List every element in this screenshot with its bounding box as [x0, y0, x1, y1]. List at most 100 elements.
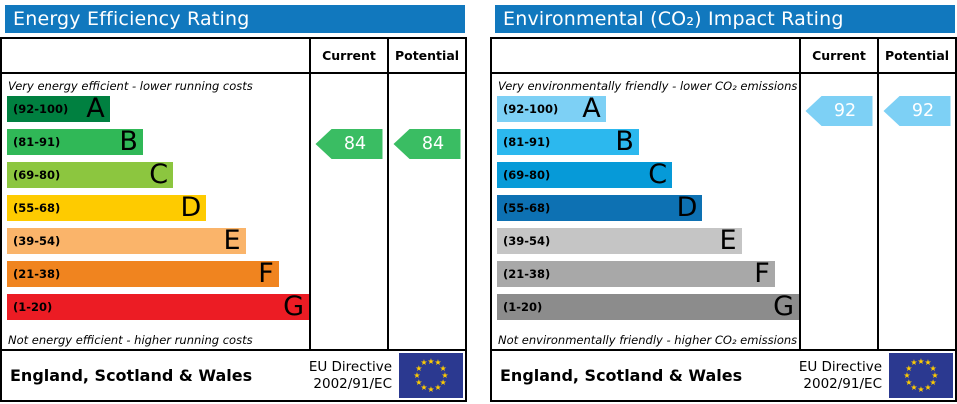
table-body: Very energy efficient - lower running co… [2, 74, 465, 349]
band-range-label: (21-38) [503, 266, 551, 281]
band-range-label: (69-80) [503, 167, 551, 182]
band-row-f: (21-38) F [7, 257, 309, 294]
band-bar-f: (21-38) F [497, 257, 775, 289]
band-range-label: (1-20) [13, 299, 53, 314]
current-column-header: Current [799, 39, 877, 72]
band-letter: E [719, 224, 737, 256]
band-bar-g: (1-20) G [7, 290, 309, 322]
eu-flag-star: ★ [415, 363, 423, 373]
band-bar-b: (81-91) B [497, 125, 639, 157]
eu-flag-star: ★ [910, 382, 918, 392]
eu-flag-star: ★ [434, 382, 442, 392]
eu-flag-star: ★ [413, 370, 421, 380]
band-bar-e: (39-54) E [7, 227, 246, 254]
energy-rating-table: Current Potential Very energy efficient … [0, 37, 467, 402]
eu-flag-star: ★ [441, 370, 449, 380]
eu-flag-star: ★ [924, 382, 932, 392]
band-row-b: (81-91) B [7, 128, 309, 162]
band-bar-f: (21-38) F [7, 257, 279, 289]
band-bar-c: (69-80) C [7, 158, 174, 190]
band-row-a: (92-100) A [497, 92, 799, 129]
eu-flag-star: ★ [924, 358, 932, 368]
band-range-label: (55-68) [503, 200, 551, 215]
eu-flag-star: ★ [420, 358, 428, 368]
eu-flag-star: ★ [929, 377, 937, 387]
band-letter: D [676, 191, 698, 223]
band-bar-d: (55-68) D [7, 191, 207, 223]
eu-flag-star: ★ [439, 363, 447, 373]
band-letter: F [258, 257, 274, 289]
environmental-panel-header: Environmental (CO₂) Impact Rating [495, 5, 955, 33]
band-range-label: (69-80) [13, 167, 61, 182]
band-bar-c: (69-80) C [497, 158, 673, 190]
current-rating-arrow: 84 [315, 129, 383, 159]
eu-flag-star: ★ [415, 377, 423, 387]
band-row-f: (21-38) F [497, 257, 799, 294]
eu-flag-star: ★ [905, 377, 913, 387]
table-body: Very environmentally friendly - lower CO… [492, 74, 955, 349]
eu-flag-star: ★ [929, 363, 937, 373]
band-range-label: (81-91) [13, 134, 61, 149]
eu-directive-label: EU Directive 2002/91/EC [308, 359, 392, 392]
bands-header-cell [492, 39, 799, 72]
bottom-caption: Not energy efficient - higher running co… [8, 332, 253, 347]
band-letter: C [648, 158, 668, 190]
potential-column-header: Potential [877, 39, 955, 72]
region-label: England, Scotland & Wales [10, 366, 253, 385]
band-range-label: (39-54) [13, 233, 61, 248]
band-letter: A [582, 92, 601, 124]
band-letter: C [149, 158, 169, 190]
band-letter: A [86, 92, 105, 124]
band-letter: F [754, 257, 770, 289]
band-range-label: (21-38) [13, 266, 61, 281]
band-bar-d: (55-68) D [497, 191, 703, 223]
table-header-row: Current Potential [2, 39, 465, 74]
energy-panel-title: Energy Efficiency Rating [13, 8, 250, 30]
eu-flag-icon: ★ ★ ★ ★ ★ ★ ★ ★ ★ ★ ★ ★ [399, 353, 463, 398]
band-letter: G [773, 290, 794, 322]
band-bar-b: (81-91) B [7, 128, 143, 155]
potential-column: 84 [387, 74, 465, 349]
band-letter: D [180, 191, 202, 223]
band-row-e: (39-54) E [497, 224, 799, 261]
eu-flag-star: ★ [434, 358, 442, 368]
environmental-rating-table: Current Potential Very environmentally f… [490, 37, 957, 402]
potential-rating-arrow: 84 [393, 129, 461, 159]
band-row-a: (92-100) A [7, 92, 309, 129]
current-column: 84 [309, 74, 387, 349]
top-caption: Very environmentally friendly - lower CO… [498, 79, 798, 93]
band-bar-a: (92-100) A [7, 92, 110, 124]
eu-flag-star: ★ [917, 356, 925, 366]
band-range-label: (1-20) [503, 299, 543, 314]
region-label: England, Scotland & Wales [500, 366, 743, 385]
band-range-label: (92-100) [503, 101, 559, 116]
band-bar-g: (1-20) G [497, 290, 799, 322]
eu-flag-star: ★ [931, 370, 939, 380]
potential-rating-arrow: 92 [883, 96, 951, 126]
band-bar-a: (92-100) A [497, 92, 606, 124]
band-row-d: (55-68) D [7, 191, 309, 228]
band-row-g: (1-20) G [7, 290, 309, 327]
rating-bands: (92-100) A (81-91) B (69-80) C (55-68) D (39-54)… [492, 92, 799, 327]
band-row-c: (69-80) C [7, 158, 309, 195]
band-letter: G [283, 290, 304, 322]
eu-flag-star: ★ [905, 363, 913, 373]
rating-bands: (92-100) A (81-91) B (69-80) C (55-68) D (39-54)… [2, 92, 309, 327]
eu-flag-star: ★ [439, 377, 447, 387]
band-letter: B [615, 125, 634, 157]
eu-flag-star: ★ [903, 370, 911, 380]
band-row-b: (81-91) B [497, 125, 799, 162]
potential-column: 92 [877, 74, 955, 349]
band-row-g: (1-20) G [497, 290, 799, 327]
table-footer: England, Scotland & Wales EU Directive 2… [2, 349, 465, 400]
table-footer: England, Scotland & Wales EU Directive 2… [492, 349, 955, 400]
bands-header-cell [2, 39, 309, 72]
current-column: 92 [799, 74, 877, 349]
band-range-label: (39-54) [503, 233, 551, 248]
band-range-label: (81-91) [503, 134, 551, 149]
band-row-d: (55-68) D [497, 191, 799, 228]
environmental-panel-title: Environmental (CO₂) Impact Rating [503, 8, 844, 30]
environmental-impact-panel: Environmental (CO₂) Impact Rating Curren… [490, 0, 957, 402]
potential-column-header: Potential [387, 39, 465, 72]
